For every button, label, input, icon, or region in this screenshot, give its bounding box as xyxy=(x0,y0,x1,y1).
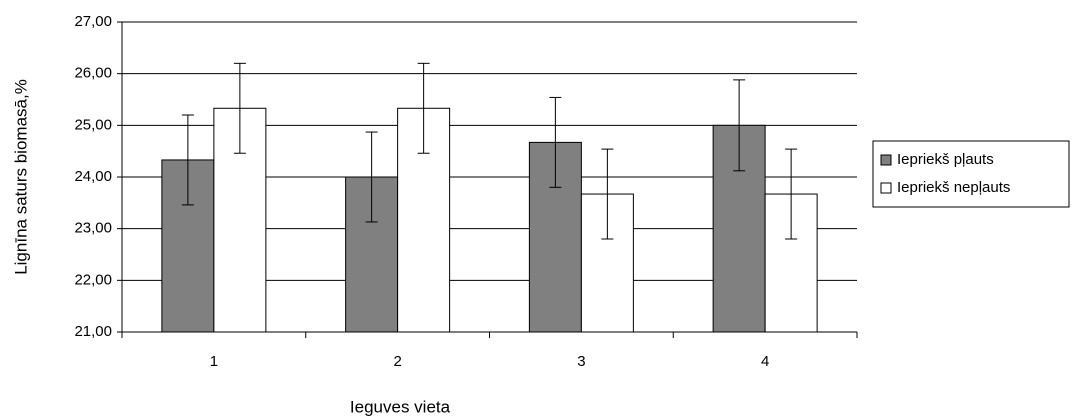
legend-box xyxy=(872,140,1070,208)
x-tick-label: 2 xyxy=(393,353,401,370)
error-bar xyxy=(549,96,562,188)
error-bar xyxy=(417,62,430,154)
y-tick-label: 22,00 xyxy=(74,271,112,288)
x-tick-label: 3 xyxy=(577,353,585,370)
error-bar xyxy=(181,114,194,206)
y-tick-label: 26,00 xyxy=(74,65,112,82)
legend-swatch xyxy=(880,182,892,194)
y-tick-label: 21,00 xyxy=(74,323,112,340)
y-tick-label: 23,00 xyxy=(74,220,112,237)
error-bar xyxy=(785,148,798,240)
legend-label: Iepriekš pļauts xyxy=(897,151,994,168)
x-tick-label: 1 xyxy=(210,353,218,370)
y-tick-label: 25,00 xyxy=(74,116,112,133)
error-bar xyxy=(733,79,746,172)
y-tick-label: 27,00 xyxy=(74,13,112,30)
x-axis-title: Ieguves vieta xyxy=(350,397,451,416)
y-axis-title: Lignīna saturs biomasā,% xyxy=(11,79,30,275)
error-bar xyxy=(365,131,378,223)
y-tick-label: 24,00 xyxy=(74,168,112,185)
x-tick-label: 4 xyxy=(761,353,769,370)
error-bar xyxy=(601,148,614,240)
error-bar xyxy=(233,62,246,154)
legend-label: Iepriekš nepļauts xyxy=(897,179,1010,196)
legend-swatch xyxy=(880,154,892,166)
